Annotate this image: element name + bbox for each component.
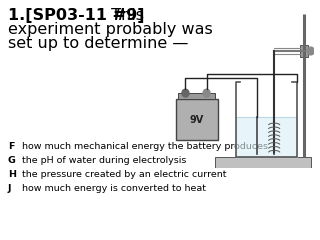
Text: the pressure created by an electric current: the pressure created by an electric curr… [22,170,227,179]
Text: how much energy is converted to heat: how much energy is converted to heat [22,184,206,193]
Circle shape [182,89,189,97]
Text: 9V: 9V [190,115,204,125]
Text: experiment probably was: experiment probably was [8,22,213,37]
Text: G: G [8,156,16,165]
Circle shape [203,89,210,97]
Text: F: F [8,142,14,151]
FancyBboxPatch shape [176,99,218,140]
FancyBboxPatch shape [179,93,215,99]
Polygon shape [236,117,297,157]
Text: J: J [8,184,12,193]
FancyBboxPatch shape [300,45,308,57]
Text: set up to determine —: set up to determine — [8,36,188,51]
Text: H: H [8,170,16,179]
Text: This: This [106,8,144,23]
FancyBboxPatch shape [215,157,311,168]
Text: 1.[SP03-11 #9]: 1.[SP03-11 #9] [8,8,145,23]
Circle shape [307,47,314,55]
Text: the pH of water during electrolysis: the pH of water during electrolysis [22,156,186,165]
Text: how much mechanical energy the battery produces: how much mechanical energy the battery p… [22,142,268,151]
